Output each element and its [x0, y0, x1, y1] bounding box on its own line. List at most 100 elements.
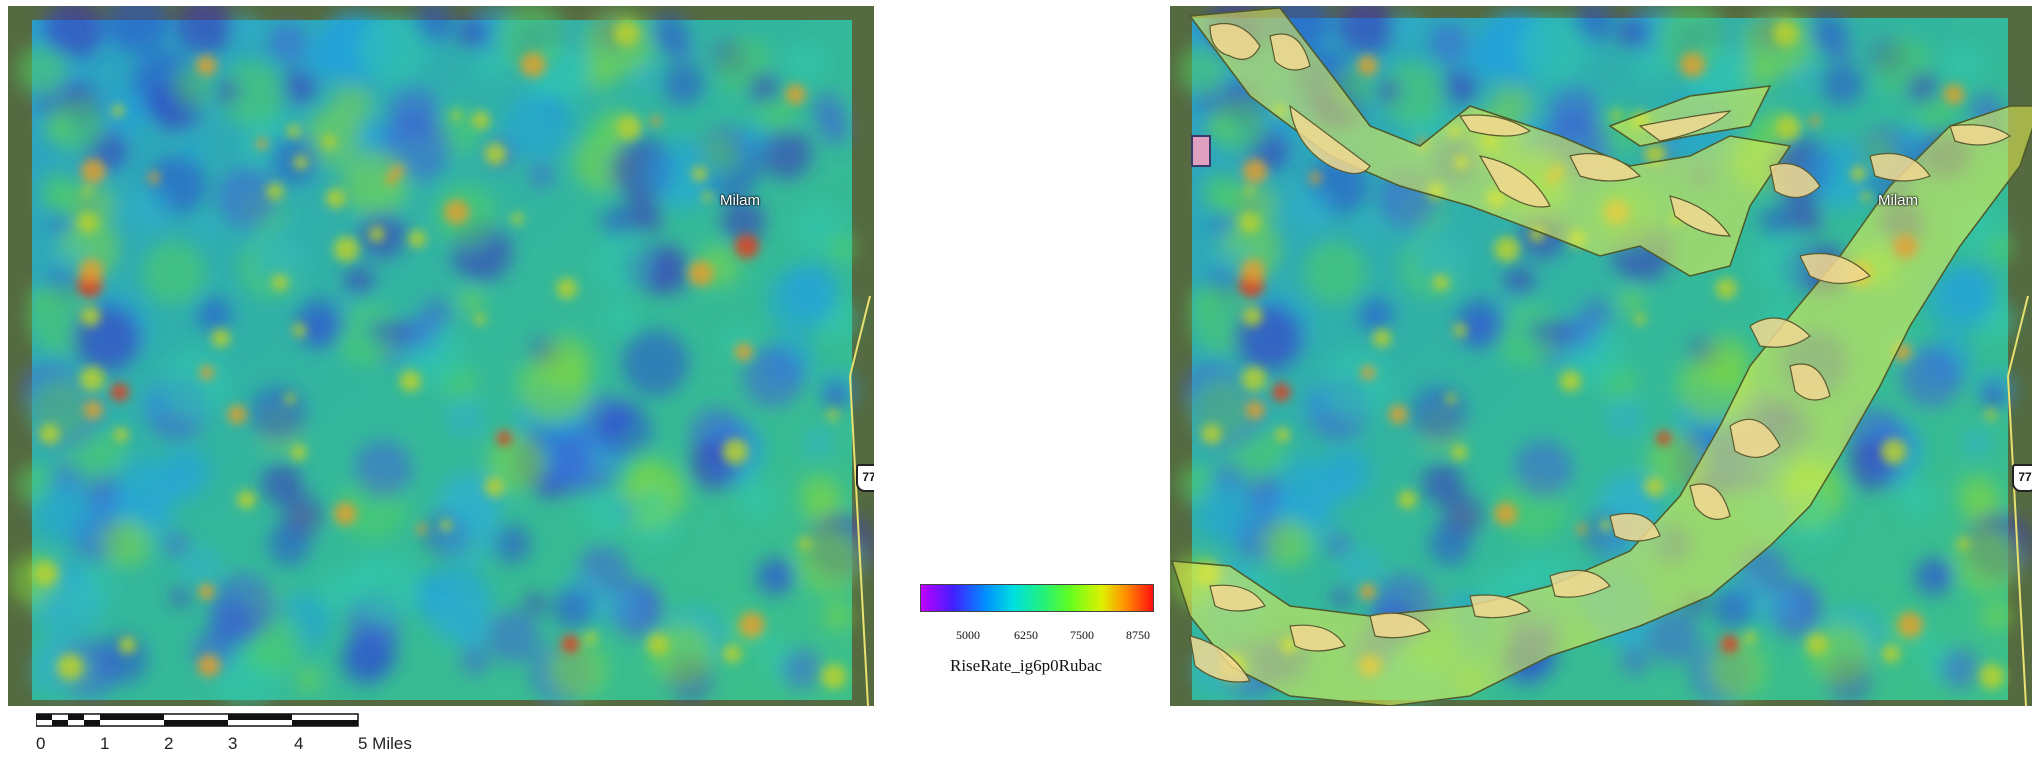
heat-texture: [488, 433, 546, 492]
heat-texture: [491, 523, 532, 564]
heat-texture: [524, 592, 547, 616]
heat-texture: [1568, 318, 1597, 346]
heat-texture: [1428, 522, 1472, 566]
heat-hotspot: [1241, 258, 1265, 283]
heat-texture: [538, 335, 593, 390]
heat-texture: [601, 205, 634, 239]
heat-texture: [1246, 473, 1282, 510]
heat-texture: [1760, 205, 1793, 239]
heat-hotspot: [1239, 212, 1261, 233]
heat-hotspot: [1242, 306, 1263, 327]
heat-texture: [1376, 78, 1402, 104]
heat-texture: [181, 140, 202, 161]
heat-texture: [353, 439, 413, 499]
heat-hotspot: [416, 523, 427, 534]
heat-hotspot: [650, 115, 661, 127]
heat-texture: [352, 553, 422, 623]
heat-texture: [232, 13, 260, 41]
heat-texture: [1960, 426, 1993, 459]
heat-hotspot: [271, 274, 289, 291]
heat-hotspot: [1494, 502, 1518, 526]
heat-texture: [261, 462, 303, 505]
heat-texture: [1980, 600, 2011, 631]
heat-texture: [597, 402, 654, 459]
heat-hotspot: [1634, 313, 1646, 325]
heat-texture: [760, 128, 813, 180]
heat-texture: [1518, 14, 1588, 84]
heat-hotspot: [196, 55, 217, 76]
heat-texture: [1303, 240, 1367, 304]
heat-hotspot: [1806, 633, 1828, 656]
heat-hotspot: [1680, 52, 1706, 78]
heat-texture: [1698, 335, 1753, 390]
heatmap-right[interactable]: Milam 77: [1170, 6, 2032, 706]
heat-hotspot: [734, 234, 759, 259]
heat-hotspot: [292, 323, 306, 337]
heat-texture: [818, 113, 851, 145]
heat-texture: [176, 6, 235, 55]
heat-hotspot: [1309, 172, 1322, 184]
heat-hotspot: [1656, 430, 1672, 446]
heat-hotspot: [1772, 20, 1799, 47]
heat-hotspot: [647, 633, 670, 656]
highway-shield: 77: [2012, 464, 2032, 492]
heat-hotspot: [1957, 537, 1970, 550]
heat-texture: [699, 132, 741, 174]
heat-texture: [1900, 346, 1963, 409]
heat-hotspot: [451, 110, 462, 121]
heat-texture: [84, 473, 120, 510]
heat-texture: [721, 199, 766, 244]
highway-line: [849, 295, 871, 377]
heat-hotspot: [474, 313, 486, 325]
heat-hotspot: [1201, 423, 1222, 445]
heat-hotspot: [1881, 438, 1907, 465]
heat-texture: [1428, 23, 1469, 63]
heat-hotspot: [1241, 366, 1267, 392]
heat-texture: [460, 289, 484, 314]
heat-texture: [551, 587, 595, 630]
heat-hotspot: [444, 199, 470, 225]
heat-hotspot: [1775, 115, 1801, 140]
heat-texture: [1380, 60, 1446, 127]
heat-texture: [255, 231, 307, 284]
heat-texture: [343, 266, 375, 298]
heat-hotspot: [1721, 635, 1739, 653]
heat-texture: [605, 302, 636, 333]
heat-texture: [330, 84, 374, 127]
heat-texture: [476, 51, 507, 82]
heat-texture: [1646, 610, 1699, 663]
heat-texture: [170, 585, 192, 608]
heat-texture: [197, 217, 219, 239]
heatmap-left[interactable]: Milam 77: [8, 6, 874, 706]
heat-texture: [445, 397, 485, 438]
town-label: Milam: [1878, 192, 1918, 209]
heat-texture: [661, 62, 705, 106]
heat-texture: [649, 12, 689, 53]
heat-texture: [126, 187, 171, 232]
map-legend: 5000 6250 7500 8750 RiseRate_ig6p0Rubac: [918, 584, 1154, 675]
heat-texture: [504, 91, 573, 161]
heat-hotspot: [399, 370, 422, 392]
heat-texture: [823, 383, 848, 409]
heat-texture: [547, 640, 607, 699]
heat-hotspot: [284, 393, 296, 405]
heat-texture: [1192, 378, 1253, 440]
heat-hotspot: [1388, 405, 1408, 424]
legend-color-ramp: [920, 584, 1154, 612]
heat-texture: [496, 6, 566, 72]
heat-texture: [1495, 301, 1559, 366]
heat-hotspot: [585, 631, 598, 644]
heat-texture: [296, 667, 321, 692]
heat-texture: [171, 65, 215, 108]
heat-texture: [635, 64, 660, 89]
scale-label: 3: [228, 734, 238, 753]
heat-texture: [1785, 196, 1823, 235]
heat-hotspot: [325, 188, 346, 209]
heat-hotspot: [702, 191, 713, 202]
heat-texture: [1410, 386, 1467, 443]
heat-hotspot: [1881, 644, 1901, 663]
heat-hotspot: [520, 52, 546, 78]
heat-texture: [1192, 286, 1218, 312]
heat-texture: [1304, 391, 1329, 416]
heat-hotspot: [1644, 143, 1667, 165]
